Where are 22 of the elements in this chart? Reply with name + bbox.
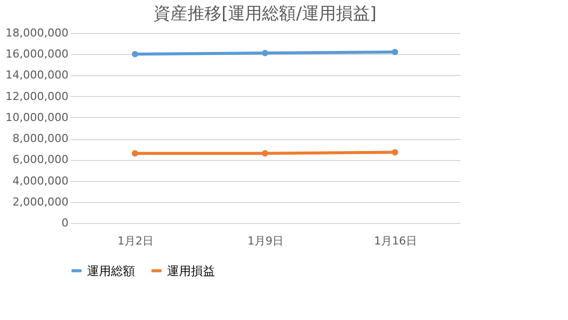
y-tick-label: 4,000,000 — [12, 174, 68, 188]
y-tick-label: 6,000,000 — [12, 153, 68, 166]
y-tick-label: 16,000,000 — [6, 48, 68, 61]
point — [132, 50, 138, 58]
y-tick-label: 12,000,000 — [6, 90, 68, 103]
y-tick-label: 10,000,000 — [6, 110, 68, 124]
legend-label: 運用総額 — [87, 264, 135, 278]
chart-title: 資産推移[運用総額/運用損益] — [154, 4, 376, 24]
point — [132, 150, 138, 156]
point — [262, 150, 268, 156]
y-tick-label: 18,000,000 — [6, 26, 68, 40]
x-tick-label: 1月9日 — [248, 234, 284, 248]
point — [392, 48, 398, 56]
y-tick-label: 8,000,000 — [12, 132, 68, 146]
y-tick-label: 0 — [62, 216, 68, 230]
legend-label: 運用損益 — [167, 264, 215, 278]
x-tick-label: 1月2日 — [118, 234, 154, 248]
y-tick-label: 14,000,000 — [6, 68, 68, 82]
x-tick-label: 1月16日 — [374, 234, 417, 248]
y-tick-label: 2,000,000 — [12, 195, 68, 208]
point — [392, 149, 398, 156]
point — [262, 50, 268, 56]
